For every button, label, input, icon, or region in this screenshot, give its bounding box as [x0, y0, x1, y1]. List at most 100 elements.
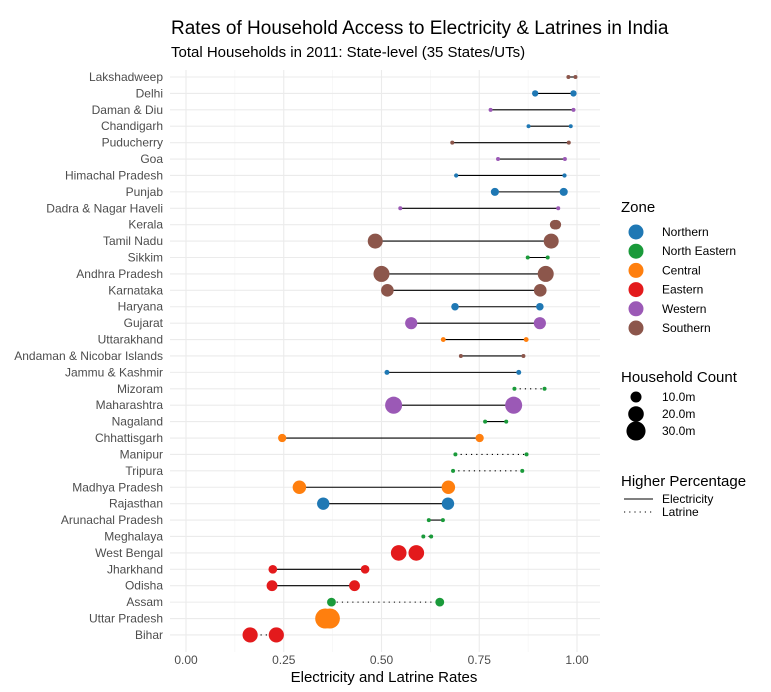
y-tick-label: Sikkim [128, 251, 163, 265]
y-tick-label: Arunachal Pradesh [61, 513, 163, 527]
y-tick-label: Karnataka [108, 283, 163, 297]
point-electricity [349, 580, 360, 592]
point-latrine [367, 233, 383, 249]
point-electricity [523, 337, 529, 343]
x-axis: 0.00 0.25 0.50 0.75 1.00 [174, 653, 589, 667]
point-latrine [483, 419, 488, 424]
point-latrine [526, 124, 531, 129]
y-tick-label: Tamil Nadu [103, 234, 163, 248]
legend-zone-key [628, 224, 644, 240]
point-latrine [385, 396, 403, 414]
point-latrine [440, 337, 446, 343]
point-electricity [453, 452, 458, 457]
y-tick-label: Daman & Diu [92, 103, 163, 117]
y-tick-label: Uttarakhand [98, 333, 163, 347]
chart-title: Rates of Household Access to Electricity… [171, 18, 669, 39]
point-electricity [545, 255, 550, 260]
point-electricity [242, 627, 258, 643]
point-latrine [373, 265, 390, 282]
y-tick-label: Chandigarh [101, 119, 163, 133]
y-tick-label: Mizoram [117, 382, 163, 396]
point-latrine [566, 75, 571, 79]
point-latrine [429, 534, 434, 539]
point-electricity [566, 140, 571, 145]
point-electricity [421, 534, 426, 539]
y-tick-label: Manipur [120, 447, 163, 461]
y-tick-label: Odisha [125, 579, 163, 593]
y-tick-label: Tripura [125, 464, 163, 478]
legend-zone-label: Southern [662, 321, 711, 335]
point-electricity [568, 124, 573, 129]
point-electricity [570, 90, 577, 97]
legend-zone-label: North Eastern [662, 244, 736, 258]
point-electricity [533, 317, 546, 330]
point-latrine [426, 518, 431, 523]
point-latrine [435, 597, 445, 607]
x-tick-label: 0.50 [370, 653, 394, 667]
point-latrine [542, 386, 547, 391]
point-electricity [573, 75, 578, 79]
point-latrine [458, 353, 463, 358]
point-electricity [441, 480, 456, 494]
point-latrine [496, 157, 501, 162]
legend-zone-label: Eastern [662, 283, 703, 297]
legend-size-label: 30.0m [662, 424, 695, 438]
y-tick-label: Delhi [136, 86, 163, 100]
point-electricity [562, 173, 567, 178]
point-latrine [268, 564, 278, 574]
legend-higher-title: Higher Percentage [621, 473, 746, 490]
legend-zone-key [628, 320, 644, 336]
y-tick-label: Jammu & Kashmir [65, 365, 163, 379]
point-latrine [488, 107, 493, 112]
legend-size-label: 20.0m [662, 407, 695, 421]
y-tick-label: Nagaland [112, 415, 163, 429]
y-tick-label: West Bengal [95, 546, 163, 560]
x-tick-label: 0.25 [272, 653, 296, 667]
legend-size-key [626, 421, 646, 441]
legend-zone-label: Northern [662, 225, 709, 239]
point-electricity [521, 353, 526, 358]
point-latrine [268, 627, 284, 643]
y-tick-label: Puducherry [102, 136, 163, 150]
legend-zone-key [628, 282, 644, 298]
point-electricity [559, 187, 568, 196]
legend-higher-label: Electricity [662, 492, 713, 506]
y-tick-label: Andaman & Nicobar Islands [14, 349, 163, 363]
y-tick-label: Uttar Pradesh [89, 612, 163, 626]
point-electricity [512, 386, 517, 391]
point-latrine [451, 302, 459, 311]
x-tick-label: 1.00 [565, 653, 589, 667]
point-latrine [524, 452, 529, 457]
y-tick-label: Haryana [118, 300, 164, 314]
point-latrine [450, 140, 455, 145]
point-latrine [525, 255, 530, 260]
point-electricity [549, 219, 560, 230]
point-latrine [531, 90, 539, 97]
y-tick-label: Punjab [126, 185, 164, 199]
point-latrine [381, 283, 394, 297]
legend-size-title: Household Count [621, 369, 738, 386]
legend-size-key [630, 391, 642, 403]
point-electricity [440, 518, 445, 523]
y-tick-label: Bihar [135, 628, 163, 642]
point-electricity [360, 564, 370, 574]
point-latrine [405, 317, 418, 330]
point-electricity [451, 468, 456, 473]
y-tick-label: Kerala [128, 218, 163, 232]
legend: Zone Northern North Eastern Central Eastern W… [621, 199, 746, 519]
point-electricity [475, 433, 484, 443]
grid [170, 70, 600, 652]
point-electricity [516, 369, 522, 375]
x-tick-label: 0.75 [468, 653, 492, 667]
data-marks [242, 75, 578, 643]
y-tick-label: Chhattisgarh [95, 431, 163, 445]
point-latrine [398, 206, 403, 211]
y-tick-label: Assam [126, 595, 163, 609]
legend-zone-key [628, 301, 644, 317]
point-latrine [454, 173, 459, 178]
point-latrine [520, 468, 525, 473]
point-electricity [441, 497, 455, 510]
y-tick-label: Gujarat [124, 316, 164, 330]
point-electricity [390, 545, 407, 561]
